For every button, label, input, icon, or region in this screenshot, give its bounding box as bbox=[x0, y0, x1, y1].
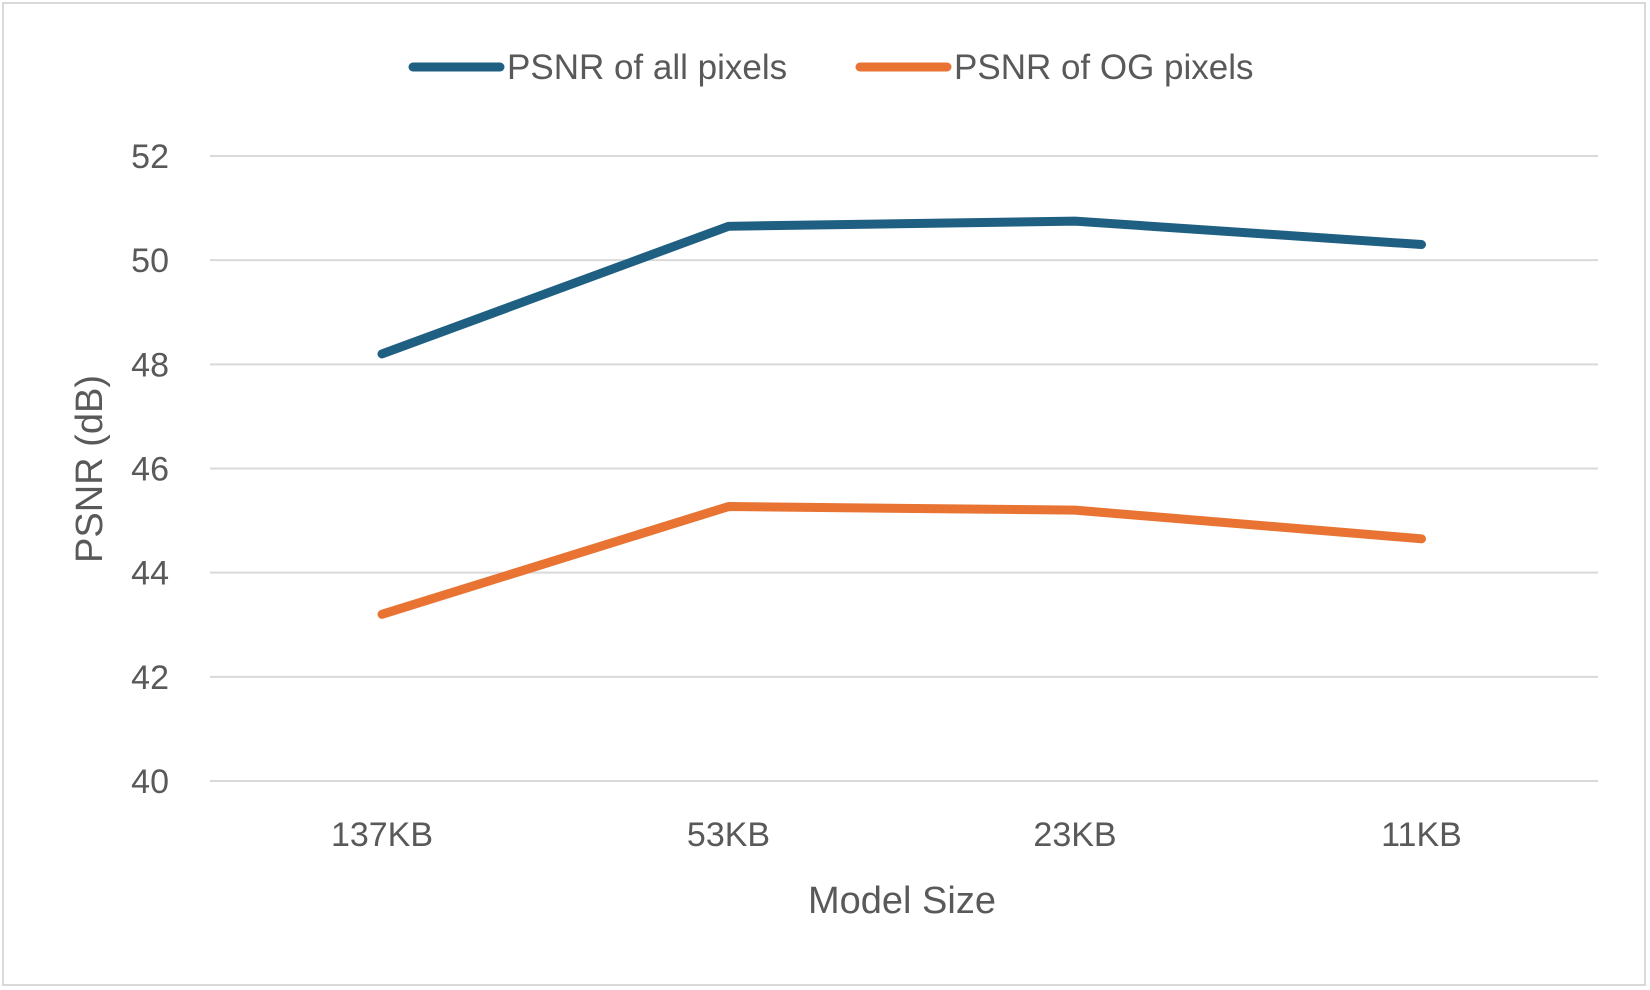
x-tick-label: 11KB bbox=[1381, 816, 1462, 854]
y-tick-label: 50 bbox=[131, 242, 169, 280]
series-line-2 bbox=[377, 502, 1426, 619]
y-tick-label: 40 bbox=[131, 763, 169, 801]
x-axis-title: Model Size bbox=[808, 880, 996, 922]
legend: PSNR of all pixels PSNR of OG pixels bbox=[408, 48, 1254, 87]
x-tick-label: 53KB bbox=[687, 816, 770, 854]
y-tick-label: 48 bbox=[131, 346, 169, 384]
x-tick-label: 137KB bbox=[331, 816, 433, 854]
gridlines bbox=[210, 155, 1598, 782]
legend-label-2: PSNR of OG pixels bbox=[954, 48, 1254, 87]
x-tick-label: 23KB bbox=[1033, 816, 1116, 854]
y-axis-title: PSNR (dB) bbox=[69, 375, 111, 563]
y-tick-label: 44 bbox=[131, 555, 169, 593]
x-axis-ticks: 137KB 53KB 23KB 11KB bbox=[331, 816, 1462, 854]
y-tick-label: 52 bbox=[131, 138, 169, 176]
legend-label-1: PSNR of all pixels bbox=[507, 48, 787, 87]
y-tick-label: 42 bbox=[131, 659, 169, 697]
y-tick-label: 46 bbox=[131, 451, 169, 489]
y-axis-ticks: 40 42 44 46 48 50 52 bbox=[131, 138, 169, 801]
series-line-1 bbox=[377, 216, 1426, 359]
series-lines bbox=[377, 216, 1426, 619]
